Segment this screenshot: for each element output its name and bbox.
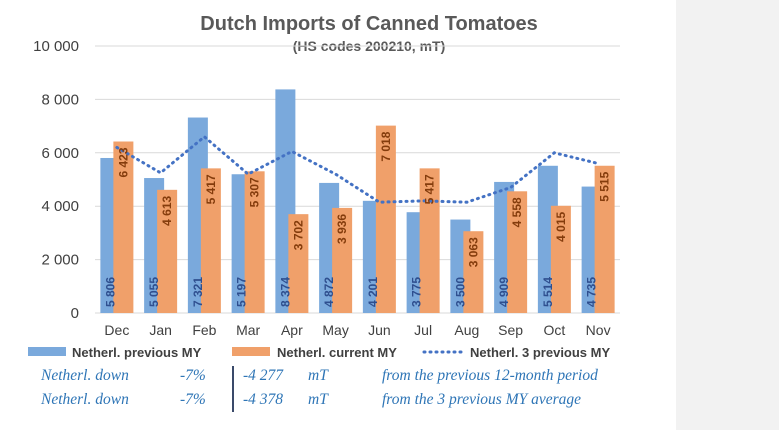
x-axis-ticks: Dec Jan Feb Mar Apr May Jun Jul Aug Sep Oct Nov bbox=[104, 322, 610, 338]
bar-value-label: 3 500 bbox=[453, 277, 467, 307]
x-tick-label: Jul bbox=[414, 322, 432, 338]
footnote-who: Netherl. down bbox=[41, 391, 129, 408]
gridlines bbox=[95, 45, 620, 314]
bar-current-my bbox=[550, 205, 571, 313]
legend: Netherl. previous MY Netherl. current MY N… bbox=[28, 345, 610, 360]
y-tick-label: 8 000 bbox=[41, 91, 79, 108]
bar-current-my bbox=[594, 165, 615, 313]
bar-value-label: 5 417 bbox=[423, 174, 437, 204]
bar-current-my bbox=[332, 207, 353, 313]
chart-canvas: Dutch Imports of Canned Tomatoes (HS cod… bbox=[28, 13, 620, 360]
bar-value-label: 4 015 bbox=[554, 211, 568, 241]
y-tick-label: 6 000 bbox=[41, 145, 79, 162]
bar-value-label: 4 735 bbox=[585, 277, 599, 307]
y-tick-label: 0 bbox=[71, 305, 79, 322]
bar-value-label: 4 558 bbox=[510, 197, 524, 227]
legend-label: Netherl. current MY bbox=[277, 345, 397, 360]
bar-current-my bbox=[507, 191, 528, 313]
bar-current-my bbox=[113, 141, 134, 313]
bar-current-my bbox=[244, 171, 265, 313]
bar-current-my bbox=[463, 231, 484, 313]
x-tick-label: Apr bbox=[281, 322, 303, 338]
footnote-unit: mT bbox=[308, 391, 328, 408]
bar-value-label: 4 872 bbox=[322, 277, 336, 307]
x-tick-label: Aug bbox=[454, 322, 479, 338]
x-tick-label: Jan bbox=[149, 322, 172, 338]
x-tick-label: Jun bbox=[368, 322, 391, 338]
x-tick-label: Dec bbox=[104, 322, 129, 338]
bar-current-my bbox=[375, 125, 396, 313]
bar-current-my bbox=[419, 168, 440, 313]
footnote-description: from the 3 previous MY average bbox=[382, 391, 582, 408]
line-three-previous-my bbox=[115, 134, 600, 204]
legend-label: Netherl. 3 previous MY bbox=[470, 345, 610, 360]
bar-value-label: 7 018 bbox=[379, 131, 393, 161]
bar-value-label: 4 613 bbox=[160, 196, 174, 226]
footnote-amount: -4 277 bbox=[243, 367, 284, 384]
bar-value-label: 7 321 bbox=[191, 277, 205, 307]
footnote-who: Netherl. down bbox=[41, 367, 129, 384]
footnote-row-1: Netherl. down -7% -4 277 mT from the pre… bbox=[0, 364, 676, 388]
bar-value-label: 3 063 bbox=[466, 237, 480, 267]
footnote-unit: mT bbox=[308, 367, 328, 384]
bar-value-label: 5 197 bbox=[235, 277, 249, 307]
legend-swatch bbox=[28, 347, 66, 356]
y-axis-ticks: 0 2 000 4 000 6 000 8 000 10 000 bbox=[33, 38, 79, 322]
y-tick-label: 4 000 bbox=[41, 198, 79, 215]
bar-value-label: 4 909 bbox=[497, 277, 511, 307]
x-tick-label: Sep bbox=[498, 322, 523, 338]
bar-value-label: 3 936 bbox=[335, 214, 349, 244]
y-tick-label: 10 000 bbox=[33, 38, 79, 55]
bar-value-label: 6 423 bbox=[116, 147, 130, 177]
bar-value-label: 8 374 bbox=[278, 277, 292, 307]
footnote-amount: -4 378 bbox=[243, 391, 284, 408]
x-tick-label: May bbox=[322, 322, 348, 338]
legend-swatch bbox=[232, 347, 270, 356]
bar-value-label: 5 417 bbox=[204, 174, 218, 204]
bar-value-label: 3 775 bbox=[410, 277, 424, 307]
bar-current-my bbox=[200, 168, 221, 313]
bar-value-label: 5 307 bbox=[248, 177, 262, 207]
x-tick-label: Mar bbox=[236, 322, 260, 338]
footnote-row-2: Netherl. down -7% -4 378 mT from the 3 p… bbox=[0, 388, 676, 412]
footnote-percent: -7% bbox=[180, 391, 206, 408]
bar-value-label: 3 702 bbox=[291, 220, 305, 250]
footnote-description: from the previous 12-month period bbox=[382, 367, 598, 384]
right-margin-strip bbox=[676, 0, 779, 430]
bar-current-my bbox=[157, 189, 178, 313]
bar-current-my bbox=[288, 214, 309, 313]
legend-label: Netherl. previous MY bbox=[72, 345, 202, 360]
x-tick-label: Nov bbox=[586, 322, 611, 338]
y-tick-label: 2 000 bbox=[41, 252, 79, 269]
bar-value-label: 5 806 bbox=[103, 277, 117, 307]
bars bbox=[100, 89, 615, 313]
chart-title: Dutch Imports of Canned Tomatoes bbox=[200, 13, 537, 35]
footnote-percent: -7% bbox=[180, 367, 206, 384]
bar-value-label: 5 515 bbox=[598, 171, 612, 201]
bar-value-label: 4 201 bbox=[366, 277, 380, 307]
bar-value-label: 5 055 bbox=[147, 277, 161, 307]
three-year-average-line bbox=[115, 134, 600, 204]
bar-value-label: 5 514 bbox=[541, 277, 555, 307]
x-tick-label: Oct bbox=[543, 322, 565, 338]
x-tick-label: Feb bbox=[192, 322, 216, 338]
bar-value-labels: 5 806 5 055 7 321 5 197 8 374 4 872 4 201 3 775… bbox=[103, 131, 611, 307]
footnote-divider bbox=[232, 366, 234, 412]
